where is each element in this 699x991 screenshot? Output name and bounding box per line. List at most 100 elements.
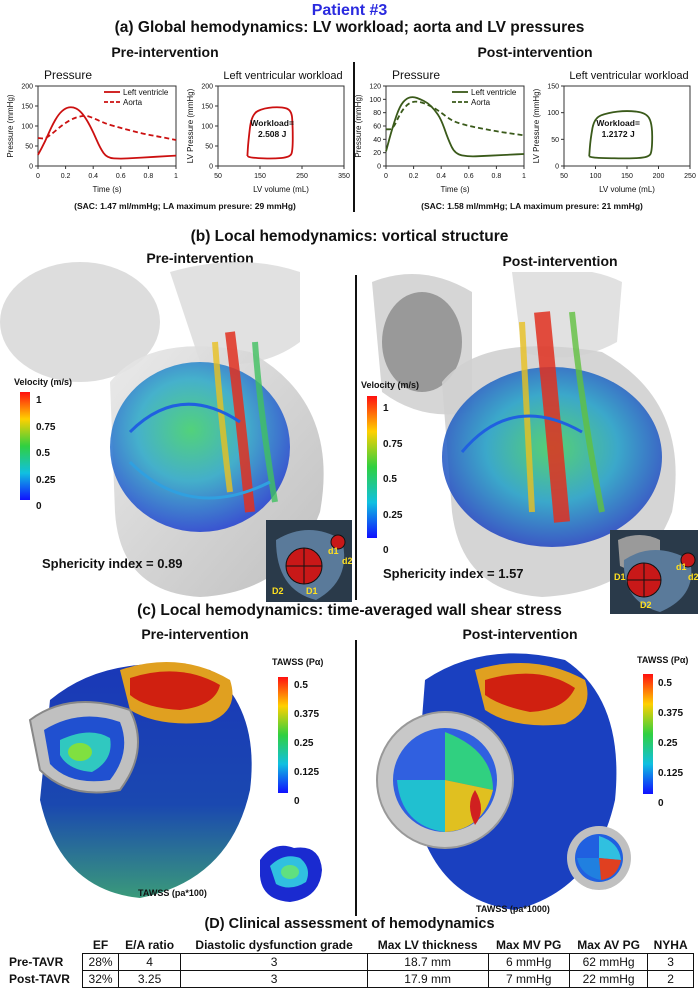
y-tick-label: 200 (21, 84, 33, 91)
x-tick-label: 0.6 (464, 173, 474, 180)
tick-label: 0 (658, 798, 664, 809)
table-row: Post-TAVR 32% 3.25 3 17.9 mm 7 mmHg 22 m… (6, 970, 694, 988)
pre-tawss-legend-title: TAWSS (Pα) (272, 657, 324, 667)
y-tick-label: 80 (373, 110, 381, 117)
tick-label: 0.375 (294, 709, 320, 720)
row-header: Post-TAVR (9, 972, 70, 986)
x-tick-label: 1 (174, 173, 178, 180)
post-tawss-ticks: 0.5 0.375 0.25 0.125 0 (658, 669, 683, 819)
tick-label: 0.5 (36, 448, 50, 459)
column-header: Max MV PG (488, 937, 570, 954)
section-b-pre-label: Pre-intervention (146, 250, 254, 266)
workload-loop (588, 110, 654, 160)
x-tick-label: 0.4 (88, 173, 98, 180)
tick-label: 0 (36, 501, 42, 512)
series-line-left-ventricle (37, 106, 177, 160)
section-c-title: (c) Local hemodynamics: time-averaged wa… (137, 602, 562, 619)
y-tick-label: 0 (29, 164, 33, 171)
inset-D2-label: D2 (640, 600, 652, 610)
y-tick-label: 40 (373, 137, 381, 144)
x-tick-label: 50 (560, 173, 568, 180)
x-tick-label: 0.8 (492, 173, 502, 180)
table-cell: 3 (180, 953, 368, 971)
column-header: EF (82, 937, 119, 954)
y-tick-label: 100 (201, 124, 213, 131)
y-tick-label: 0 (377, 164, 381, 171)
section-a-post-label: Post-intervention (477, 44, 593, 60)
section-d-title: (D) Clinical assessment of hemodynamics (204, 916, 495, 932)
workload-annotation: 2.508 J (258, 129, 287, 139)
post-tawss-render (376, 653, 617, 910)
y-tick-label: 100 (369, 97, 381, 104)
x-axis-label: Time (s) (92, 185, 121, 194)
chart-title: Pressure (392, 68, 440, 82)
tick-label: 0.25 (294, 738, 314, 749)
table-cell: 22 mmHg (568, 970, 649, 988)
legend-label: Aorta (471, 98, 491, 107)
tick-label: 0 (294, 796, 300, 807)
x-tick-label: 0.6 (116, 173, 126, 180)
post-sphericity-index: Sphericity index = 1.57 (383, 566, 524, 581)
x-tick-label: 200 (653, 173, 665, 180)
y-tick-label: 150 (21, 104, 33, 111)
post-sphericity-inset: d1 d2 D1 D2 (610, 530, 698, 614)
clinical-table: EF E/A ratio Diastolic dysfunction grade… (6, 937, 694, 988)
x-tick-label: 100 (590, 173, 602, 180)
table-row: Pre-TAVR 28% 4 3 18.7 mm 6 mmHg 62 mmHg … (6, 953, 694, 971)
table-cell: 3 (180, 970, 368, 988)
column-header: Max LV thickness (367, 937, 489, 954)
y-tick-label: 200 (201, 84, 213, 91)
y-tick-label: 50 (551, 137, 559, 144)
y-tick-label: 50 (25, 144, 33, 151)
post-sac-note: (SAC: 1.58 ml/mmHg; LA maximum presure: … (421, 201, 643, 211)
x-tick-label: 0.8 (144, 173, 154, 180)
tick-label: 0.5 (294, 680, 308, 691)
pre-sphericity-inset: d1 d2 D1 D2 (266, 520, 352, 602)
y-tick-label: 100 (547, 110, 559, 117)
pre-pressure-chart: Pressure 0 0.2 0.4 0.6 0.8 1 0 50 100 150 200 Time (… (6, 68, 178, 194)
y-axis-label: LV Pressure (mmHg) (186, 88, 195, 163)
post-tawss-inset (567, 826, 631, 890)
x-axis-label: LV volume (mL) (599, 185, 655, 194)
column-header: NYHA (647, 937, 694, 954)
pre-velocity-legend-title: Velocity (m/s) (14, 377, 73, 387)
inset-d2-label: d2 (342, 556, 352, 566)
y-axis-label: Pressure (mmHg) (6, 94, 15, 157)
x-tick-label: 350 (338, 173, 350, 180)
workload-annotation: Workload= (596, 118, 640, 128)
pre-tawss-inset (260, 845, 322, 902)
tick-label: 0.25 (383, 509, 403, 521)
column-header (6, 937, 83, 954)
y-tick-label: 150 (547, 84, 559, 91)
table-cell: 4 (117, 953, 182, 971)
x-tick-label: 150 (621, 173, 633, 180)
table-cell: 6 mmHg (487, 953, 570, 971)
clinical-table-header: EF E/A ratio Diastolic dysfunction grade… (6, 937, 694, 954)
tick-label: 0.25 (36, 474, 56, 486)
table-cell: 7 mmHg (487, 970, 570, 988)
x-tick-label: 0.2 (409, 173, 419, 180)
y-tick-label: 0 (209, 164, 213, 171)
pre-velocity-colorbar (20, 392, 30, 500)
workload-loop (246, 106, 294, 160)
y-tick-label: 100 (21, 124, 33, 131)
x-tick-label: 0.4 (436, 173, 446, 180)
y-tick-label: 60 (373, 124, 381, 131)
tick-label: 0.5 (658, 678, 672, 689)
inset-d2-label: d2 (688, 572, 698, 582)
table-cell: 17.9 mm (366, 970, 489, 988)
pre-velocity-ticks: 1 0.75 0.5 0.25 0 (36, 388, 55, 521)
x-tick-label: 250 (296, 173, 308, 180)
post-velocity-colorbar (367, 396, 377, 538)
table-cell: 18.7 mm (366, 953, 489, 971)
tick-label: 1 (36, 395, 42, 406)
pre-tawss-colorbar (278, 677, 288, 793)
x-axis-label: Time (s) (440, 185, 469, 194)
x-tick-label: 0.2 (61, 173, 71, 180)
series-line-aorta (37, 115, 177, 141)
plot-frame (37, 85, 177, 167)
section-c-divider (355, 640, 357, 916)
section-c-post-label: Post-intervention (462, 626, 578, 642)
workload-annotation: 1.2172 J (602, 129, 635, 139)
